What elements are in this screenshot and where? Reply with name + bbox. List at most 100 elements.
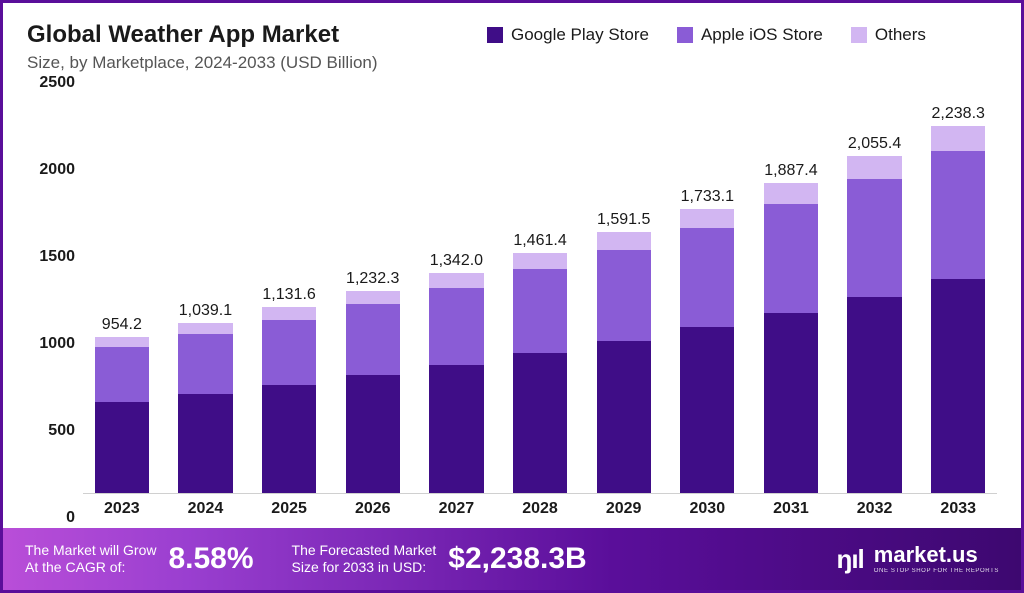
- bar-total-label: 1,232.3: [346, 270, 399, 288]
- bar-segment: [597, 232, 651, 250]
- bar-segment: [262, 320, 316, 385]
- header-row: Global Weather App Market Size, by Marke…: [27, 21, 997, 73]
- bar-segment: [429, 273, 483, 288]
- bar-column: 1,733.1: [672, 83, 742, 493]
- bar-segment: [931, 151, 985, 279]
- title-block: Global Weather App Market Size, by Marke…: [27, 21, 447, 73]
- y-tick-label: 500: [27, 422, 75, 440]
- bar-segment: [513, 353, 567, 493]
- bar-stack: [178, 323, 232, 493]
- legend-item: Others: [851, 25, 926, 45]
- bar-column: 1,039.1: [171, 83, 241, 493]
- bar-segment: [931, 279, 985, 493]
- legend-swatch-icon: [487, 27, 503, 43]
- bar-segment: [847, 297, 901, 493]
- x-tick-label: 2031: [756, 500, 826, 518]
- bar-total-label: 1,131.6: [262, 286, 315, 304]
- bar-segment: [178, 334, 232, 394]
- bar-segment: [95, 337, 149, 348]
- x-tick-label: 2024: [171, 500, 241, 518]
- y-axis: 05001000150020002500: [27, 83, 83, 518]
- bar-column: 2,055.4: [840, 83, 910, 493]
- legend-swatch-icon: [677, 27, 693, 43]
- brand-logo-icon: ŋıl: [836, 544, 863, 575]
- bar-stack: [262, 307, 316, 493]
- bar-total-label: 1,039.1: [179, 302, 232, 320]
- bar-segment: [95, 347, 149, 402]
- bar-segment: [429, 288, 483, 365]
- legend: Google Play StoreApple iOS StoreOthers: [487, 21, 926, 45]
- bar-segment: [597, 250, 651, 341]
- legend-item: Apple iOS Store: [677, 25, 823, 45]
- x-axis: 2023202420252026202720282029203020312032…: [83, 494, 997, 518]
- cagr-label: The Market will GrowAt the CAGR of:: [25, 542, 156, 577]
- legend-label: Others: [875, 25, 926, 45]
- x-tick-label: 2032: [840, 500, 910, 518]
- bar-segment: [262, 307, 316, 319]
- bar-column: 954.2: [87, 83, 157, 493]
- x-tick-label: 2023: [87, 500, 157, 518]
- x-tick-label: 2029: [589, 500, 659, 518]
- bar-segment: [847, 179, 901, 297]
- bar-segment: [597, 341, 651, 493]
- bar-total-label: 954.2: [102, 316, 142, 334]
- bar-segment: [429, 365, 483, 493]
- bar-stack: [847, 156, 901, 493]
- chart-subtitle: Size, by Marketplace, 2024-2033 (USD Bil…: [27, 53, 447, 73]
- x-tick-label: 2025: [254, 500, 324, 518]
- bar-segment: [847, 156, 901, 179]
- legend-swatch-icon: [851, 27, 867, 43]
- plot: 05001000150020002500 954.21,039.11,131.6…: [27, 83, 997, 518]
- bar-column: 1,591.5: [589, 83, 659, 493]
- x-tick-label: 2030: [672, 500, 742, 518]
- y-tick-label: 2500: [27, 74, 75, 92]
- x-tick-label: 2033: [923, 500, 993, 518]
- chart-title: Global Weather App Market: [27, 21, 447, 49]
- x-tick-label: 2026: [338, 500, 408, 518]
- bar-total-label: 2,055.4: [848, 135, 901, 153]
- bar-column: 1,887.4: [756, 83, 826, 493]
- bar-total-label: 2,238.3: [932, 105, 985, 123]
- bar-column: 1,131.6: [254, 83, 324, 493]
- bar-segment: [680, 209, 734, 228]
- x-tick-label: 2028: [505, 500, 575, 518]
- bar-segment: [346, 291, 400, 304]
- brand-block: ŋıl market.us ONE STOP SHOP FOR THE REPO…: [836, 544, 999, 575]
- brand-tagline: ONE STOP SHOP FOR THE REPORTS: [874, 568, 999, 574]
- bar-stack: [764, 183, 818, 493]
- bar-segment: [513, 253, 567, 269]
- bar-segment: [178, 394, 232, 493]
- bar-segment: [764, 204, 818, 312]
- cagr-value: 8.58%: [168, 542, 253, 576]
- bar-total-label: 1,887.4: [764, 162, 817, 180]
- forecast-value: $2,238.3B: [448, 542, 586, 576]
- bar-stack: [513, 253, 567, 493]
- y-tick-label: 0: [27, 509, 75, 527]
- bar-segment: [262, 385, 316, 493]
- bar-segment: [931, 126, 985, 151]
- bar-total-label: 1,733.1: [681, 188, 734, 206]
- y-tick-label: 2000: [27, 161, 75, 179]
- bar-segment: [178, 323, 232, 334]
- bar-stack: [931, 126, 985, 493]
- bar-segment: [346, 304, 400, 375]
- bar-segment: [95, 402, 149, 493]
- forecast-label: The Forecasted MarketSize for 2033 in US…: [292, 542, 437, 577]
- bar-segment: [680, 327, 734, 493]
- brand-name: market.us: [874, 544, 999, 566]
- chart-area: Global Weather App Market Size, by Marke…: [3, 3, 1021, 528]
- footer-banner: The Market will GrowAt the CAGR of: 8.58…: [3, 528, 1021, 590]
- bar-total-label: 1,342.0: [430, 252, 483, 270]
- bar-column: 1,232.3: [338, 83, 408, 493]
- bar-segment: [764, 183, 818, 204]
- legend-label: Apple iOS Store: [701, 25, 823, 45]
- bars-container: 954.2 1,039.1 1,131.6 1,232.3 1,342.0 1,461.4…: [83, 83, 997, 494]
- bar-stack: [429, 273, 483, 493]
- bar-column: 1,461.4: [505, 83, 575, 493]
- bar-segment: [513, 269, 567, 353]
- bar-column: 2,238.3: [923, 83, 993, 493]
- bar-total-label: 1,461.4: [513, 232, 566, 250]
- plot-body: 954.2 1,039.1 1,131.6 1,232.3 1,342.0 1,461.4…: [83, 83, 997, 518]
- y-tick-label: 1000: [27, 335, 75, 353]
- bar-stack: [95, 337, 149, 493]
